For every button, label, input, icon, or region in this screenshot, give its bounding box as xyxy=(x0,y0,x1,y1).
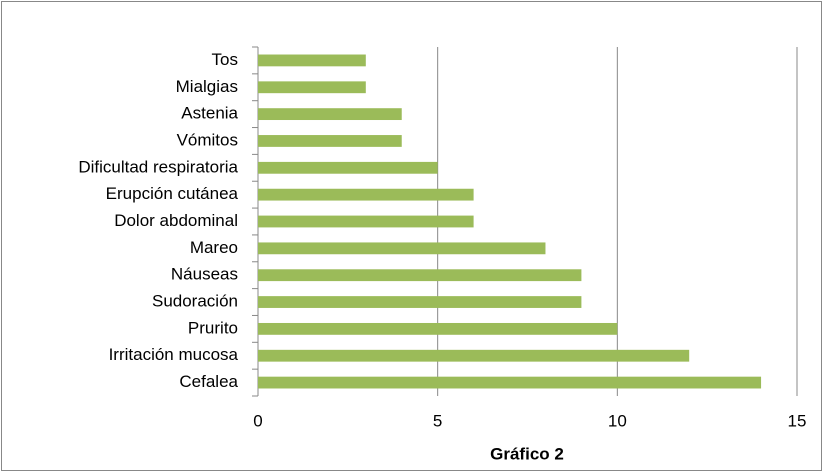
y-tick-label: Cefalea xyxy=(179,372,238,391)
bar xyxy=(258,215,474,228)
bar xyxy=(258,161,438,174)
y-tick-label: Vómitos xyxy=(177,130,238,149)
y-tick-label: Náuseas xyxy=(171,265,238,284)
bar xyxy=(258,135,402,147)
bar xyxy=(258,376,762,389)
x-tick-label: 0 xyxy=(253,411,262,430)
bar xyxy=(258,296,582,308)
y-tick-label: Tos xyxy=(212,50,238,69)
bar xyxy=(258,322,618,335)
y-tick-label: Astenia xyxy=(181,104,238,123)
y-tick-label: Irritación mucosa xyxy=(109,345,239,364)
y-tick-label: Dificultad respiratoria xyxy=(78,157,238,176)
x-tick-label: 10 xyxy=(608,411,627,430)
bar xyxy=(258,349,690,362)
bar xyxy=(258,108,402,121)
y-tick-label: Dolor abdominal xyxy=(114,211,238,230)
bar xyxy=(258,269,582,282)
bar xyxy=(258,188,474,201)
x-tick-label: 5 xyxy=(433,411,442,430)
y-tick-label: Erupción cutánea xyxy=(106,184,239,203)
bar xyxy=(258,54,366,67)
y-tick-label: Prurito xyxy=(188,318,238,337)
x-axis-title: Gráfico 2 xyxy=(490,444,564,463)
y-tick-label: Mialgias xyxy=(176,77,238,96)
bar xyxy=(258,242,546,255)
x-tick-label: 15 xyxy=(788,411,807,430)
y-tick-label: Mareo xyxy=(190,238,238,257)
y-tick-label: Sudoración xyxy=(152,292,238,311)
bar xyxy=(258,81,366,94)
